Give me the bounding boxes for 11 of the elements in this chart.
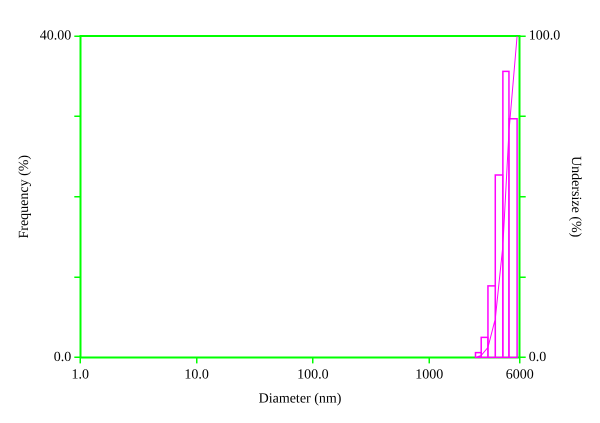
x-tick-label: 100.0 — [297, 367, 329, 382]
x-tick-label: 1000 — [415, 367, 444, 382]
y-axis-title: Frequency (%) — [17, 154, 32, 238]
x-axis-title: Diameter (nm) — [258, 391, 342, 406]
y2-tick-label: 0.0 — [528, 350, 546, 366]
x-tick-label: 6000 — [506, 367, 534, 382]
x-tick-label: 10.0 — [184, 367, 209, 382]
y-tick-label: 40.00 — [40, 28, 72, 44]
x-tick-label: 1.0 — [72, 367, 90, 382]
y2-tick-label: 100.0 — [528, 28, 560, 44]
y2-axis-title: Undersize (%) — [568, 156, 583, 238]
